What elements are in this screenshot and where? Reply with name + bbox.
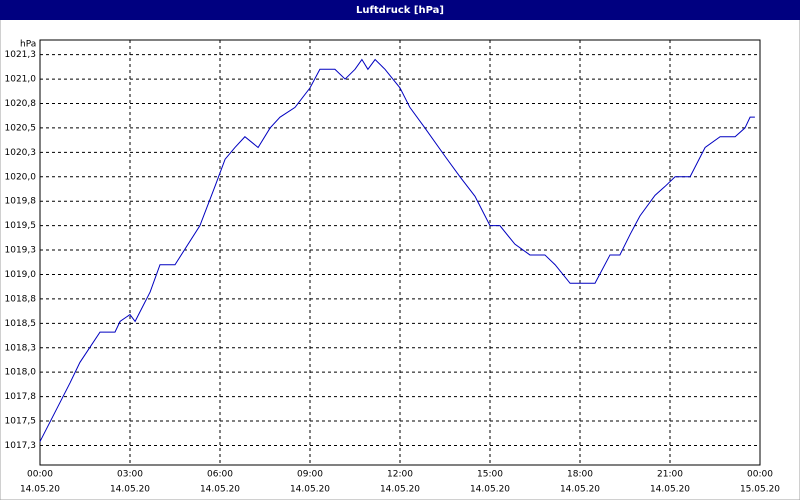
x-tick-date: 15.05.20 xyxy=(740,485,780,495)
y-tick-label: 1017,3 xyxy=(5,441,37,451)
y-tick-label: 1018,0 xyxy=(5,368,37,378)
x-tick-date: 14.05.20 xyxy=(200,485,240,495)
y-tick-label: 1020,8 xyxy=(5,99,37,109)
line-series xyxy=(39,58,755,442)
y-tick-label: 1020,0 xyxy=(5,172,37,182)
title-bar xyxy=(0,0,800,20)
y-tick-label: 1019,8 xyxy=(5,197,37,207)
x-tick-label: 12:00 xyxy=(387,470,413,480)
x-tick-label: 15:00 xyxy=(477,470,503,480)
y-tick-label: 1021,0 xyxy=(5,75,37,85)
y-tick-label: 1018,5 xyxy=(5,319,37,329)
plot-frame xyxy=(39,39,761,466)
x-tick-date: 14.05.20 xyxy=(380,485,420,495)
y-tick-label: 1017,8 xyxy=(5,392,37,402)
x-tick-label: 18:00 xyxy=(567,470,593,480)
x-tick-label: 00:00 xyxy=(747,470,773,480)
x-tick-date: 14.05.20 xyxy=(110,485,150,495)
y-tick-label: 1021,3 xyxy=(5,50,37,60)
y-tick-label: 1020,3 xyxy=(5,148,37,158)
y-tick-label: 1018,8 xyxy=(5,294,37,304)
y-tick-label: 1019,0 xyxy=(5,270,37,280)
y-tick-label: 1018,3 xyxy=(5,343,37,353)
x-tick-date: 14.05.20 xyxy=(20,485,60,495)
x-tick-label: 21:00 xyxy=(657,470,683,480)
y-tick-label: 1020,5 xyxy=(5,123,37,133)
y-unit: hPa xyxy=(20,40,36,50)
x-tick-date: 14.05.20 xyxy=(290,485,330,495)
y-tick-label: 1017,5 xyxy=(5,417,37,427)
x-tick-date: 14.05.20 xyxy=(470,485,510,495)
x-tick-label: 06:00 xyxy=(207,470,233,480)
x-tick-label: 00:00 xyxy=(27,470,53,480)
x-tick-date: 14.05.20 xyxy=(650,485,690,495)
y-tick-label: 1019,5 xyxy=(5,221,37,231)
chart-title: Luftdruck [hPa] xyxy=(356,5,444,16)
y-tick-label: 1019,3 xyxy=(5,246,37,256)
x-tick-label: 09:00 xyxy=(297,470,323,480)
x-tick-date: 14.05.20 xyxy=(560,485,600,495)
x-tick-label: 03:00 xyxy=(117,470,143,480)
